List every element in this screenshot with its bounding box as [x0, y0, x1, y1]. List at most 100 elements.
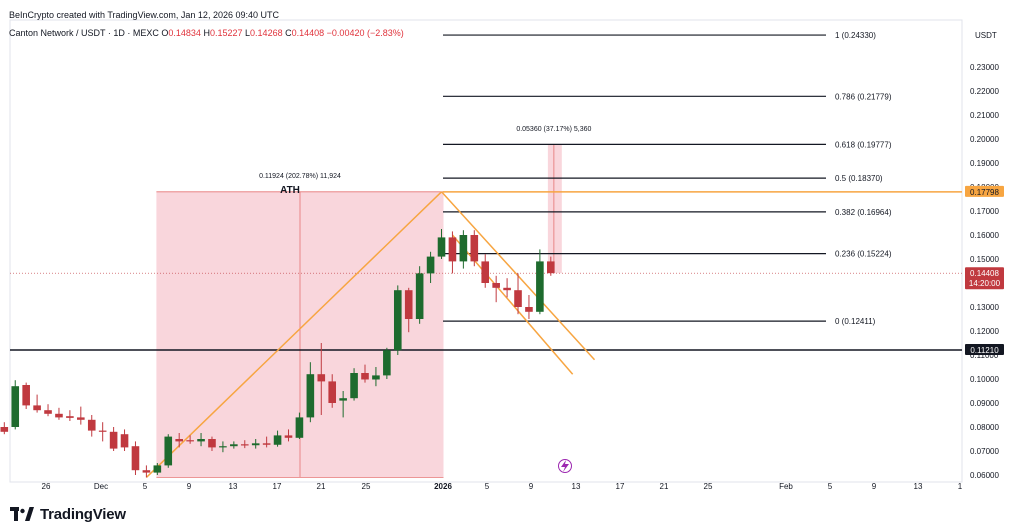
y-tick-label: 0.13000 — [970, 303, 999, 312]
resistance-price-badge[interactable] — [965, 185, 1004, 197]
current-price-badge[interactable] — [965, 267, 1004, 290]
candle[interactable] — [153, 463, 162, 475]
candle[interactable] — [350, 368, 358, 401]
candle[interactable] — [492, 275, 500, 303]
candle[interactable] — [448, 231, 457, 274]
price-change: −0.00420 (−2.83%) — [326, 28, 404, 38]
candle-body — [87, 419, 96, 431]
fib-level-label: 0.786 (0.21779) — [835, 92, 892, 101]
y-tick-label: 0.16000 — [970, 231, 999, 240]
candle[interactable] — [459, 230, 468, 269]
candle-body — [350, 373, 358, 399]
candle[interactable] — [175, 433, 183, 448]
candle-body — [208, 439, 216, 448]
candle-body — [437, 237, 446, 257]
candle[interactable] — [219, 441, 227, 453]
candle[interactable] — [393, 285, 402, 355]
candle[interactable] — [109, 427, 118, 451]
candle[interactable] — [11, 380, 20, 430]
candle-body — [186, 440, 194, 442]
fib-level-label: 0.618 (0.19777) — [835, 140, 892, 149]
candle[interactable] — [339, 391, 347, 418]
candle-body — [459, 235, 468, 262]
candle[interactable] — [514, 273, 522, 315]
x-tick-label: 17 — [616, 482, 625, 491]
candle-body — [22, 385, 30, 406]
candle[interactable] — [0, 422, 9, 435]
candle[interactable] — [525, 295, 533, 319]
candle[interactable] — [55, 407, 63, 420]
candle[interactable] — [284, 429, 293, 442]
x-tick-label: 17 — [273, 482, 282, 491]
trend-line[interactable] — [145, 191, 443, 478]
candle[interactable] — [437, 229, 446, 259]
candle-body — [240, 444, 249, 446]
candle[interactable] — [77, 406, 85, 425]
candle-body — [164, 436, 173, 466]
candle[interactable] — [470, 230, 479, 267]
x-tick-label: Feb — [779, 482, 793, 491]
candle[interactable] — [295, 412, 304, 439]
candle[interactable] — [547, 256, 555, 276]
candle[interactable] — [98, 422, 107, 442]
candle-body — [273, 435, 282, 445]
candle[interactable] — [240, 440, 249, 449]
candle[interactable] — [372, 367, 380, 387]
ohlc-value-l: 0.14268 — [250, 28, 283, 38]
candle[interactable] — [404, 287, 413, 333]
candle[interactable] — [186, 435, 194, 444]
candle[interactable] — [208, 436, 216, 451]
plot-area[interactable] — [9, 19, 963, 483]
candle[interactable] — [536, 249, 544, 315]
candle-body — [328, 381, 337, 403]
x-tick-label: 9 — [529, 482, 534, 491]
candle-body — [175, 439, 183, 442]
candle[interactable] — [383, 347, 391, 379]
candle[interactable] — [251, 439, 260, 449]
candle[interactable] — [66, 410, 74, 421]
candle[interactable] — [361, 364, 369, 383]
y-tick-label: 0.10000 — [970, 375, 999, 384]
candle[interactable] — [306, 362, 315, 423]
candle[interactable] — [230, 441, 238, 449]
candle-body — [306, 374, 315, 418]
x-tick-label: 9 — [187, 482, 192, 491]
candle[interactable] — [328, 374, 337, 408]
candle[interactable] — [415, 266, 424, 324]
candle-body — [219, 446, 227, 448]
candle-body — [120, 434, 129, 448]
candle[interactable] — [164, 434, 173, 468]
fib-level-label: 0.5 (0.18370) — [835, 174, 883, 183]
candle-body — [492, 283, 500, 288]
candle[interactable] — [44, 404, 52, 417]
candle[interactable] — [33, 394, 41, 413]
candle[interactable] — [317, 343, 326, 415]
y-tick-label: 0.08000 — [970, 423, 999, 432]
tradingview-brand[interactable]: TradingView — [10, 504, 126, 524]
currency-label: USDT — [975, 31, 997, 40]
candle[interactable] — [120, 429, 129, 451]
symbol-name[interactable]: Canton Network / USDT · 1D · MEXC — [9, 28, 159, 38]
ohlc-value-o: 0.14834 — [168, 28, 201, 38]
candle-body — [66, 416, 74, 418]
candle[interactable] — [481, 254, 490, 288]
candle[interactable] — [22, 382, 30, 409]
creator-caption: BeInCrypto created with TradingView.com,… — [9, 10, 279, 20]
y-tick-label: 0.06000 — [970, 471, 999, 480]
candle-body — [109, 431, 118, 449]
candle[interactable] — [273, 430, 282, 447]
candle[interactable] — [131, 441, 140, 475]
candle[interactable] — [197, 433, 205, 447]
ohlc-key-l: L — [245, 28, 251, 38]
candle[interactable] — [503, 278, 511, 298]
candle[interactable] — [87, 415, 96, 437]
candle[interactable] — [142, 465, 151, 478]
candle[interactable] — [262, 436, 271, 448]
candle[interactable] — [426, 251, 435, 283]
current-price-badge-text: 0.14408 — [970, 269, 999, 278]
candle-body — [197, 439, 205, 442]
support-price-badge[interactable] — [965, 343, 1004, 355]
y-tick-label: 0.15000 — [970, 255, 999, 264]
x-tick-label: 2026 — [434, 482, 452, 491]
